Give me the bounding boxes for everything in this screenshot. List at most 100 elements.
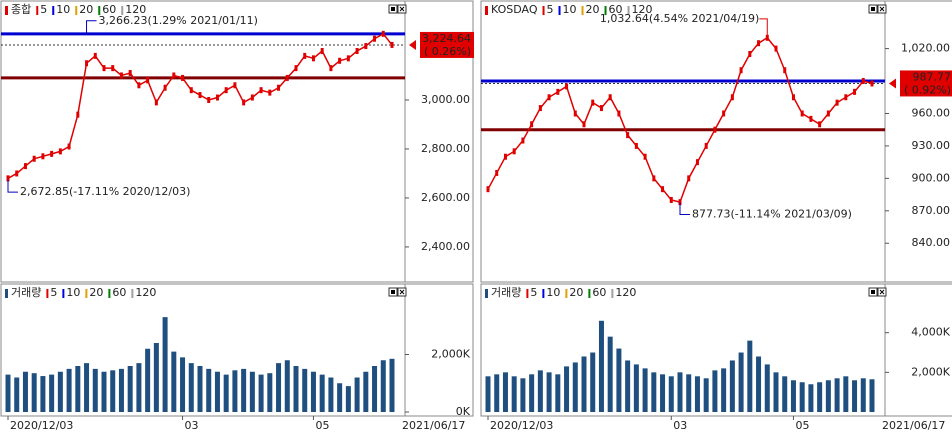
candle — [669, 196, 673, 203]
legend-swatch — [52, 6, 55, 15]
x-tick-label: 03 — [185, 419, 199, 432]
x-end-label: 2021/06/17 — [402, 419, 465, 432]
legend-label: 5 — [40, 3, 47, 16]
volume-bar — [590, 352, 596, 412]
y-tick-label: 900.00 — [912, 171, 951, 184]
volume-bar — [145, 348, 151, 412]
candle — [181, 74, 185, 81]
candle — [739, 67, 743, 74]
legend-label: 60 — [102, 3, 116, 16]
candle — [233, 82, 237, 89]
volume-bar — [293, 366, 299, 412]
candle — [826, 110, 830, 117]
legend-swatch — [581, 6, 584, 15]
volume-bar — [869, 379, 875, 412]
candle — [861, 78, 865, 85]
legend-swatch — [542, 6, 545, 15]
annotation-label: 877.73(-11.14% 2021/03/09) — [692, 207, 852, 220]
legend-label: 5 — [530, 286, 537, 299]
volume-bar — [555, 374, 561, 412]
x-tick-label: 05 — [795, 419, 809, 432]
volume-bar — [773, 372, 779, 412]
candle — [32, 155, 36, 162]
candle — [521, 137, 525, 144]
candle — [355, 47, 359, 54]
y-tick-label: 1,020.00 — [901, 42, 950, 55]
volume-bar — [564, 366, 570, 412]
volume-bar — [843, 376, 849, 412]
volume-bar — [345, 386, 351, 412]
candle — [503, 153, 507, 160]
current-box — [900, 70, 952, 97]
legend-label: 60 — [112, 286, 126, 299]
candle — [268, 89, 272, 96]
legend-swatch — [62, 289, 65, 298]
volume-bar — [197, 366, 203, 412]
pane-button-icon — [399, 6, 405, 12]
volume-bar — [712, 370, 718, 412]
candle — [617, 110, 621, 117]
current-label: 987.77 — [913, 70, 952, 83]
legend-swatch — [5, 289, 8, 298]
volume-bar — [214, 371, 220, 412]
volume-bar — [101, 371, 107, 412]
candle — [250, 94, 254, 101]
candle — [364, 43, 368, 50]
volume-bar — [310, 371, 316, 412]
legend-swatch — [5, 6, 8, 15]
candle — [41, 153, 45, 160]
candle — [373, 35, 377, 42]
volume-bar — [808, 384, 814, 412]
pane-frame — [0, 0, 474, 283]
candle — [128, 70, 132, 77]
volume-bar — [127, 366, 133, 412]
legend-swatch — [131, 289, 134, 298]
volume-bar — [572, 362, 578, 412]
volume-bar — [703, 378, 709, 412]
volume-bar — [92, 368, 98, 412]
candle — [538, 105, 542, 112]
y-tick-label: 960.00 — [912, 106, 951, 119]
volume-bar — [817, 382, 823, 412]
pane-button-icon — [871, 7, 875, 11]
candle — [818, 121, 822, 128]
y-tick-label: 2,600.00 — [421, 191, 470, 204]
x-end-label: 2021/06/17 — [882, 419, 945, 432]
volume-bar — [354, 377, 360, 412]
candle — [338, 57, 342, 64]
volume-bar — [502, 372, 508, 412]
volume-bar — [40, 376, 46, 412]
volume-bar — [852, 380, 858, 412]
candle — [800, 110, 804, 117]
volume-bar — [825, 380, 831, 412]
legend-label: 60 — [609, 3, 623, 16]
y-tick-label: 0K — [456, 405, 471, 418]
volume-bar — [223, 374, 229, 412]
candle — [835, 99, 839, 106]
candle — [853, 88, 857, 95]
candle — [76, 111, 80, 118]
candle — [320, 47, 324, 54]
volume-bar — [537, 370, 543, 412]
candle — [730, 94, 734, 101]
legend-swatch — [108, 289, 111, 298]
pane-frame — [480, 0, 952, 283]
y-tick-label: 930.00 — [912, 139, 951, 152]
candle — [713, 126, 717, 133]
volume-bar — [49, 374, 55, 412]
legend-label: 5 — [547, 3, 554, 16]
pane-title: 거래량 — [491, 286, 521, 299]
candle — [23, 163, 27, 170]
candle — [137, 82, 141, 89]
annotation-arrow — [679, 202, 690, 215]
y-tick-label: 2,800.00 — [421, 142, 470, 155]
candle — [591, 99, 595, 106]
candle — [102, 65, 106, 72]
candle — [783, 67, 787, 74]
candle — [189, 87, 193, 94]
x-tick-label: 2020/12/03 — [490, 419, 553, 432]
volume-bar — [642, 368, 648, 412]
pane-button-icon — [391, 290, 395, 294]
volume-bar — [232, 370, 238, 412]
volume-bar — [520, 378, 526, 412]
